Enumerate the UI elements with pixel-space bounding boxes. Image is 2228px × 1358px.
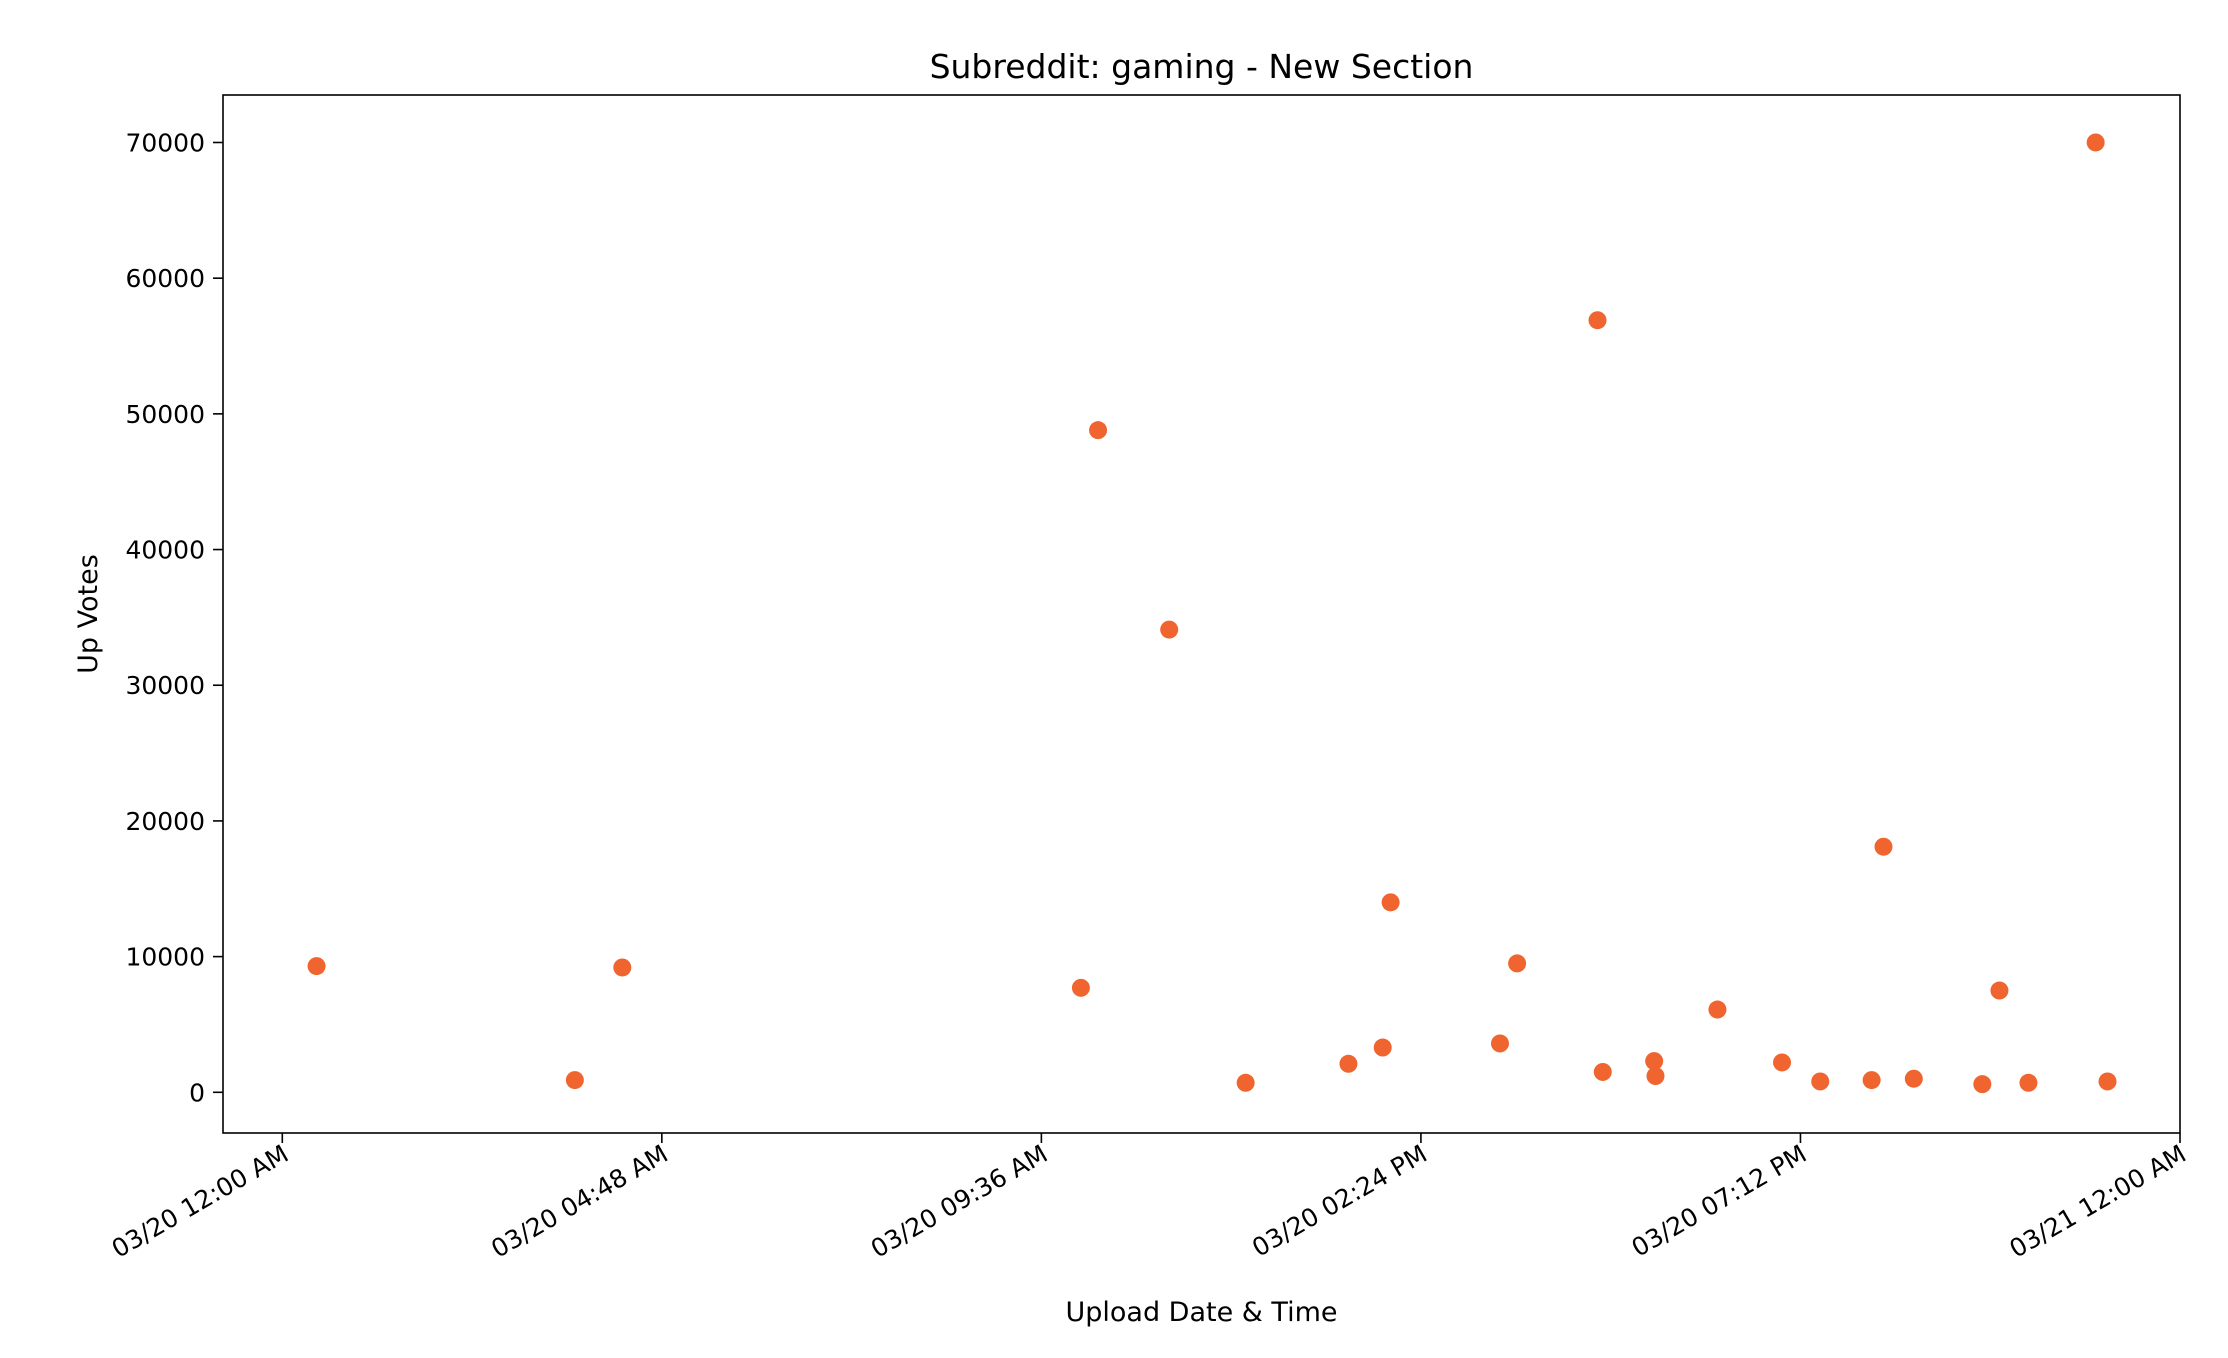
data-point <box>1593 1062 1612 1081</box>
y-tick-label: 20000 <box>125 807 205 836</box>
data-point <box>1071 978 1090 997</box>
data-point <box>613 958 632 977</box>
data-point <box>2086 133 2105 152</box>
data-point <box>1862 1071 1881 1090</box>
data-point <box>307 957 326 976</box>
y-tick-label: 0 <box>189 1078 205 1107</box>
y-tick-label: 40000 <box>125 536 205 565</box>
y-tick-label: 60000 <box>125 264 205 293</box>
data-point <box>1645 1052 1664 1071</box>
data-point <box>1646 1067 1665 1086</box>
chart-title: Subreddit: gaming - New Section <box>930 47 1474 86</box>
data-point <box>1373 1038 1392 1057</box>
y-tick-label: 50000 <box>125 400 205 429</box>
data-point <box>1973 1075 1992 1094</box>
data-point <box>1381 893 1400 912</box>
y-axis-ticks: 0 10000 20000 30000 40000 50000 60000 70000 <box>125 128 223 1107</box>
data-point <box>1089 421 1108 440</box>
data-point <box>1990 981 2009 1000</box>
y-tick-label: 70000 <box>125 128 205 157</box>
data-point <box>1708 1000 1727 1019</box>
data-point <box>1773 1053 1792 1072</box>
data-point <box>1160 620 1179 639</box>
y-tick-label: 10000 <box>125 943 205 972</box>
y-tick-label: 30000 <box>125 671 205 700</box>
data-point <box>1811 1072 1830 1091</box>
data-point <box>1904 1069 1923 1088</box>
data-point <box>1588 311 1607 330</box>
data-point <box>1339 1054 1358 1073</box>
data-point <box>2019 1073 2038 1092</box>
x-axis-label: Upload Date & Time <box>1065 1297 1337 1328</box>
data-point <box>1508 954 1527 973</box>
y-axis-label: Up Votes <box>73 554 104 674</box>
data-point <box>1236 1073 1255 1092</box>
data-point <box>1490 1034 1509 1053</box>
data-points <box>307 133 2117 1094</box>
data-point <box>2098 1072 2117 1091</box>
data-point <box>565 1071 584 1090</box>
data-point <box>1874 837 1893 856</box>
plot-frame <box>222 94 2181 1134</box>
